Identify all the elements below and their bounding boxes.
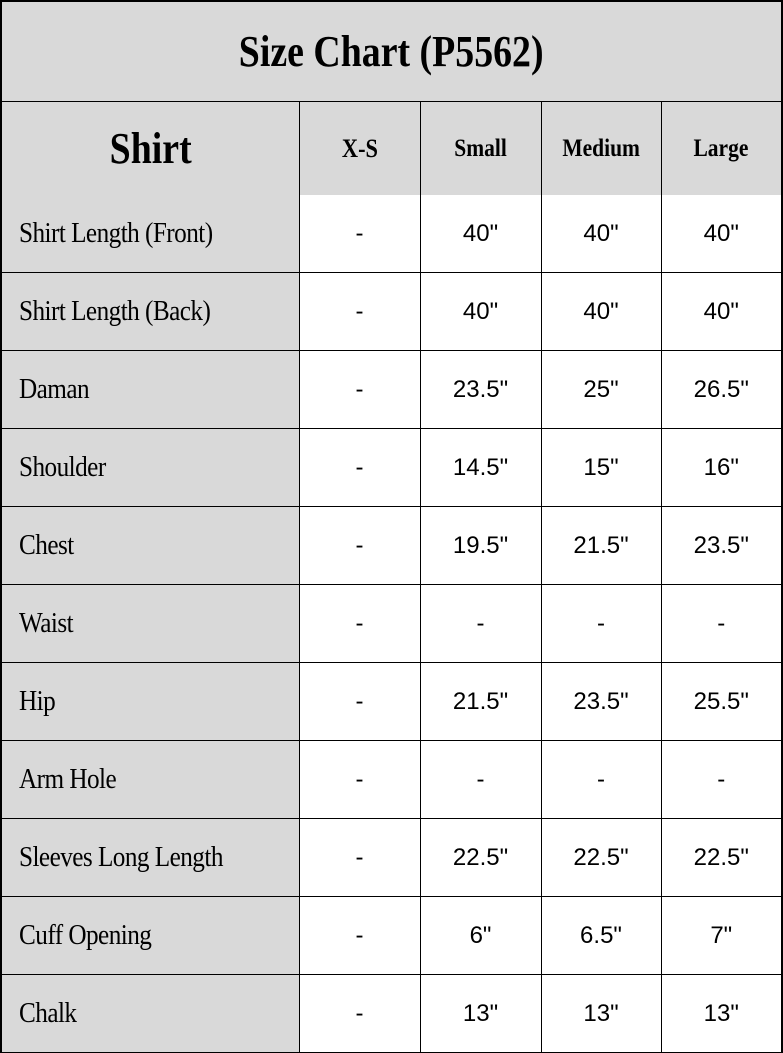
row-value: 40"	[660, 195, 781, 273]
row-value: 13"	[660, 974, 781, 1052]
header-size-text: Large	[693, 134, 749, 162]
row-value: -	[298, 195, 421, 273]
row-label: Chest	[2, 506, 300, 585]
row-value: 40"	[419, 195, 542, 273]
row-value: 21.5"	[419, 662, 542, 741]
row-value: -	[298, 506, 421, 585]
row-label-text: Shirt Length (Front)	[19, 217, 213, 249]
table-row: Cuff Opening -6" 6.5" 7"	[2, 896, 781, 975]
row-value: 23.5"	[419, 350, 542, 429]
row-value: 14.5"	[419, 428, 542, 507]
header-size-text: X-S	[341, 133, 378, 163]
row-value: 21.5"	[540, 506, 662, 585]
table-row: Chalk -13" 13" 13"	[2, 974, 781, 1052]
table-row: Shirt Length (Back) -40" 40" 40"	[2, 272, 781, 351]
row-label: Waist	[2, 584, 300, 663]
row-value: 22.5"	[540, 818, 662, 897]
row-label-text: Chalk	[19, 997, 77, 1029]
table-row: Arm Hole - - - -	[2, 740, 781, 819]
table-row: Daman -23.5" 25" 26.5"	[2, 350, 781, 429]
row-label-text: Sleeves Long Length	[19, 841, 223, 873]
table-row: Shoulder -14.5" 15" 16"	[2, 428, 781, 507]
table-row: Waist - - - -	[2, 584, 781, 663]
row-value: -	[298, 662, 421, 741]
row-value: -	[540, 584, 662, 663]
row-value: -	[419, 584, 542, 663]
header-size-text: Small	[454, 134, 507, 162]
table-body: Shirt Length (Front) -40" 40" 40" Shirt Leng…	[2, 195, 781, 1052]
row-value: 6.5"	[540, 896, 662, 975]
row-value: -	[540, 740, 662, 819]
row-value: 26.5"	[660, 350, 781, 429]
row-value: 22.5"	[419, 818, 542, 897]
row-label: Shirt Length (Back)	[2, 272, 300, 351]
header-section: Shirt	[2, 101, 300, 195]
row-value: 23.5"	[660, 506, 781, 585]
row-value: -	[660, 584, 781, 663]
row-label-text: Arm Hole	[19, 763, 117, 795]
header-size: Small	[419, 101, 542, 195]
row-value: -	[298, 896, 421, 975]
row-label-text: Hip	[19, 685, 56, 717]
header-row: Shirt X-S Small Medium Large	[2, 101, 781, 195]
table-row: Shirt Length (Front) -40" 40" 40"	[2, 195, 781, 273]
row-value: 40"	[540, 195, 662, 273]
row-value: 40"	[660, 272, 781, 351]
row-label: Chalk	[2, 974, 300, 1052]
row-value: 22.5"	[660, 818, 781, 897]
row-value: 19.5"	[419, 506, 542, 585]
row-value: -	[298, 818, 421, 897]
row-value: 15"	[540, 428, 662, 507]
header-size: Large	[660, 101, 781, 195]
row-label: Daman	[2, 350, 300, 429]
row-value: 16"	[660, 428, 781, 507]
row-value: 6"	[419, 896, 542, 975]
row-label-text: Shoulder	[19, 451, 106, 483]
row-label-text: Shirt Length (Back)	[19, 295, 211, 327]
row-value: 13"	[419, 974, 542, 1052]
row-value: 23.5"	[540, 662, 662, 741]
row-label-text: Chest	[19, 529, 74, 561]
header-size: X-S	[298, 101, 421, 195]
row-label-text: Cuff Opening	[19, 919, 152, 951]
row-label-text: Waist	[19, 607, 74, 639]
header-size: Medium	[540, 101, 662, 195]
row-label: Shirt Length (Front)	[2, 195, 300, 273]
table-row: Sleeves Long Length -22.5" 22.5" 22.5"	[2, 818, 781, 897]
table-row: Hip -21.5" 23.5" 25.5"	[2, 662, 781, 741]
row-value: -	[419, 740, 542, 819]
row-value: 25.5"	[660, 662, 781, 741]
header-size-text: Medium	[562, 134, 640, 162]
row-label-text: Daman	[19, 373, 90, 405]
row-label: Shoulder	[2, 428, 300, 507]
chart-title-text: Size Chart (P5562)	[239, 27, 544, 76]
table-row: Chest -19.5" 21.5" 23.5"	[2, 506, 781, 585]
row-value: -	[298, 350, 421, 429]
row-value: -	[298, 428, 421, 507]
row-value: 13"	[540, 974, 662, 1052]
row-label: Cuff Opening	[2, 896, 300, 975]
chart-title: Size Chart (P5562)	[2, 2, 781, 102]
row-label: Sleeves Long Length	[2, 818, 300, 897]
row-value: 40"	[540, 272, 662, 351]
row-label: Hip	[2, 662, 300, 741]
row-value: -	[298, 740, 421, 819]
row-value: -	[298, 584, 421, 663]
row-value: 40"	[419, 272, 542, 351]
header-section-text: Shirt	[109, 124, 192, 173]
row-value: 7"	[660, 896, 781, 975]
title-row: Size Chart (P5562)	[2, 2, 781, 102]
row-label: Arm Hole	[2, 740, 300, 819]
row-value: 25"	[540, 350, 662, 429]
row-value: -	[660, 740, 781, 819]
row-value: -	[298, 974, 421, 1052]
row-value: -	[298, 272, 421, 351]
